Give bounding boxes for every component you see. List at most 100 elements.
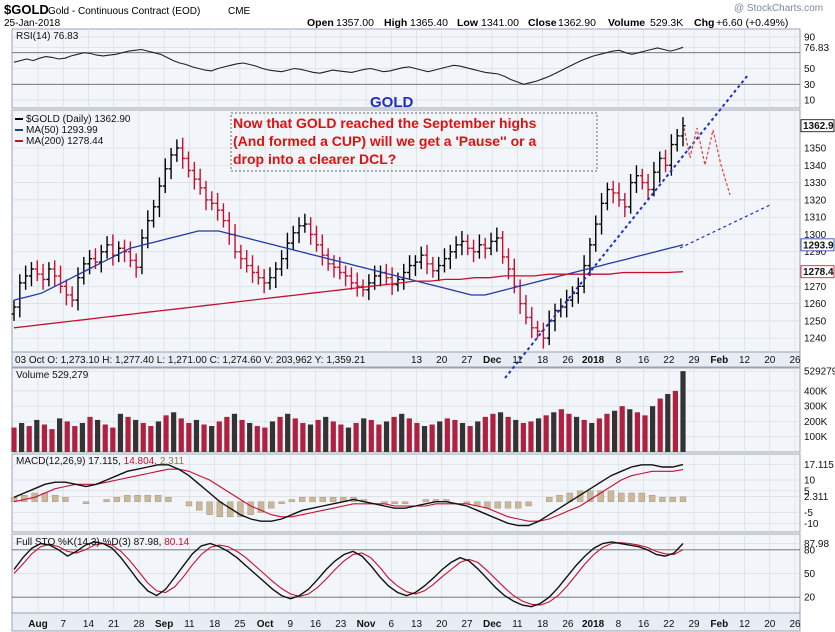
volume-bar [231,413,238,452]
volume-y-tick: 100K [804,432,828,443]
bottom-x-tick: 7 [60,619,66,630]
macd-histogram-bar [484,501,491,509]
price-x-tick: 18 [537,355,549,366]
low-label: Low [457,17,479,29]
macd-histogram-bar [648,495,656,502]
volume-bar [345,427,352,452]
bottom-x-tick: 2018 [582,619,605,630]
macd-histogram-bar [299,497,306,502]
volume-bar [64,421,70,452]
macd-histogram-bar [103,499,110,502]
macd-histogram-bar [587,490,594,502]
volume-bar [649,406,656,452]
volume-bar [148,426,154,452]
volume-bar [209,426,215,452]
macd-histogram-bar [278,501,285,504]
price-bar [168,148,174,180]
price-bar [407,255,413,280]
volume-label: Volume 529,279 [16,370,89,381]
price-x-tick: 29 [689,355,701,366]
macd-histogram-bar [494,501,501,509]
price-bar [308,217,314,245]
volume-label: Volume [608,17,645,29]
volume-bar [490,413,496,452]
volume-bar [444,418,450,452]
price-last-tag [800,265,835,279]
price-x-tick: 26 [789,355,801,366]
price-bar [535,320,541,339]
price-bar [255,265,261,285]
volume-bar [163,415,169,452]
volume-bar [254,426,260,452]
bottom-x-tick: 29 [689,619,701,630]
price-bar [110,234,116,266]
macd-histogram-bar [679,496,687,502]
price-bar [500,231,506,264]
bottom-x-tick: 18 [209,619,221,630]
price-bar [453,236,459,259]
macd-histogram-bar [504,501,512,509]
bottom-x-tick: Sep [155,619,173,630]
volume-bar [155,421,162,452]
price-bar [430,256,436,278]
volume-bar [589,422,595,452]
bottom-x-tick: Feb [710,619,728,630]
price-bar [465,234,471,256]
volume-bar [57,418,63,452]
macd-y-tick: 10 [804,476,816,487]
volume-bar [262,427,268,452]
volume-bar [117,413,124,452]
price-bar [476,234,482,259]
macd-y-tick: -5 [804,508,813,519]
annotation-line-2: (And formed a CUP) will we get a 'Pause'… [233,133,536,149]
bottom-x-tick: Dec [483,619,502,630]
bottom-x-tick: 22 [663,619,675,630]
price-bar [436,256,442,282]
volume-bar [406,418,412,452]
stoch-y-tick: 80 [804,545,816,556]
volume-bar [186,422,192,452]
bottom-x-tick: 18 [537,619,549,630]
volume-bar [573,416,580,452]
price-bar [348,267,354,290]
volume-bar [513,419,519,452]
price-bar [151,199,157,228]
price-bar [674,129,680,152]
macd-line [13,463,684,527]
price-bar [587,237,593,276]
volume-bar [383,421,390,452]
stockcharts-watermark: @ StockCharts.com [734,3,823,14]
volume-bar [95,419,101,452]
macd-y-tick: 2.311 [804,492,829,503]
price-bar [238,244,244,270]
volume-bar [338,424,344,452]
bottom-x-tick: Aug [28,619,47,630]
price-bar [180,137,186,169]
price-x-tick: 20 [764,355,776,366]
macd-histogram-bar [237,501,244,517]
price-bar [127,241,133,268]
volume-bar [239,419,245,452]
sto-label: Full STO %K(14,3) %D(3) 87.98, 80.14 [16,537,190,548]
price-bar [523,294,529,325]
macd-y-tick: 17.115 [804,460,834,471]
bottom-x-tick: 16 [638,619,650,630]
price-legend: $GOLD (Daily) 1362.90 [26,114,131,125]
high-label: High [384,17,407,29]
price-bar [87,250,93,275]
price-bar [343,265,349,287]
rsi-line [13,46,684,85]
volume-bar [414,422,420,452]
macd-histogram-bar [144,495,151,502]
macd-histogram-bar [597,490,604,502]
price-bar [279,250,285,276]
macd-histogram-bar [206,501,213,515]
volume-bar [642,415,648,452]
low-value: 1341.00 [481,17,519,29]
price-bar [17,274,23,318]
price-bar [633,165,639,193]
volume-bar [140,422,146,452]
price-x-tick: 11 [512,355,523,366]
price-bar [471,239,477,263]
annotation-line-3: drop into a clearer DCL? [233,151,396,167]
